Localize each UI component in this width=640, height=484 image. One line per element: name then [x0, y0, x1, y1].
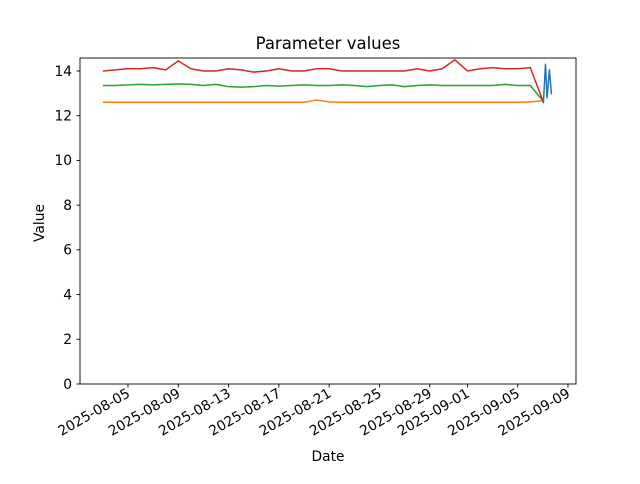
green-line — [102, 83, 544, 102]
y-tick-label: 8 — [63, 198, 72, 214]
x-axis-ticks: 2025-08-052025-08-092025-08-132025-08-17… — [56, 384, 573, 440]
y-tick-label: 2 — [63, 332, 72, 348]
chart-title: Parameter values — [256, 34, 401, 53]
y-tick-label: 4 — [63, 287, 72, 303]
orange-line — [102, 99, 543, 104]
y-tick-label: 10 — [54, 153, 72, 169]
y-tick-label: 0 — [63, 377, 72, 393]
series-lines — [102, 59, 553, 104]
red-line — [102, 59, 544, 101]
blue-line — [541, 63, 553, 104]
y-tick-label: 12 — [54, 108, 72, 124]
y-tick-label: 6 — [63, 243, 72, 259]
plot-frame — [79, 57, 577, 385]
y-axis-label: Value — [32, 204, 48, 242]
x-axis-label: Date — [312, 449, 345, 465]
axes-frame — [79, 57, 577, 385]
y-axis-ticks: 0 2 4 6 8 10 12 14 — [54, 64, 80, 393]
y-tick-label: 14 — [54, 64, 72, 80]
